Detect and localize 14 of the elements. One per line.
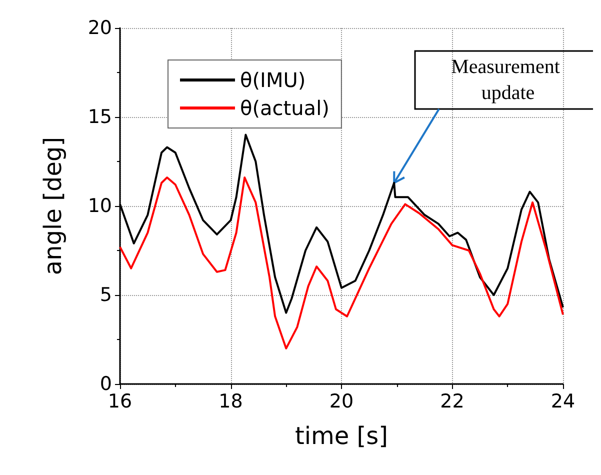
x-tick-label: 22 bbox=[440, 390, 464, 412]
legend-label: θ(actual) bbox=[240, 96, 330, 120]
x-tick-label: 18 bbox=[218, 390, 243, 412]
x-axis-title: time [s] bbox=[294, 422, 388, 450]
annotation: Measurement update bbox=[451, 56, 565, 104]
y-tick-label: 10 bbox=[88, 195, 112, 217]
x-tick-label: 20 bbox=[329, 390, 354, 412]
legend-label: θ(IMU) bbox=[240, 68, 306, 92]
y-tick-label: 5 bbox=[100, 284, 112, 306]
x-tick-label: 24 bbox=[550, 390, 576, 412]
y-tick-label: 15 bbox=[88, 106, 112, 128]
y-tick-label: 20 bbox=[88, 17, 112, 39]
line-series bbox=[119, 176, 564, 350]
y-axis-title: angle [deg] bbox=[39, 136, 67, 276]
